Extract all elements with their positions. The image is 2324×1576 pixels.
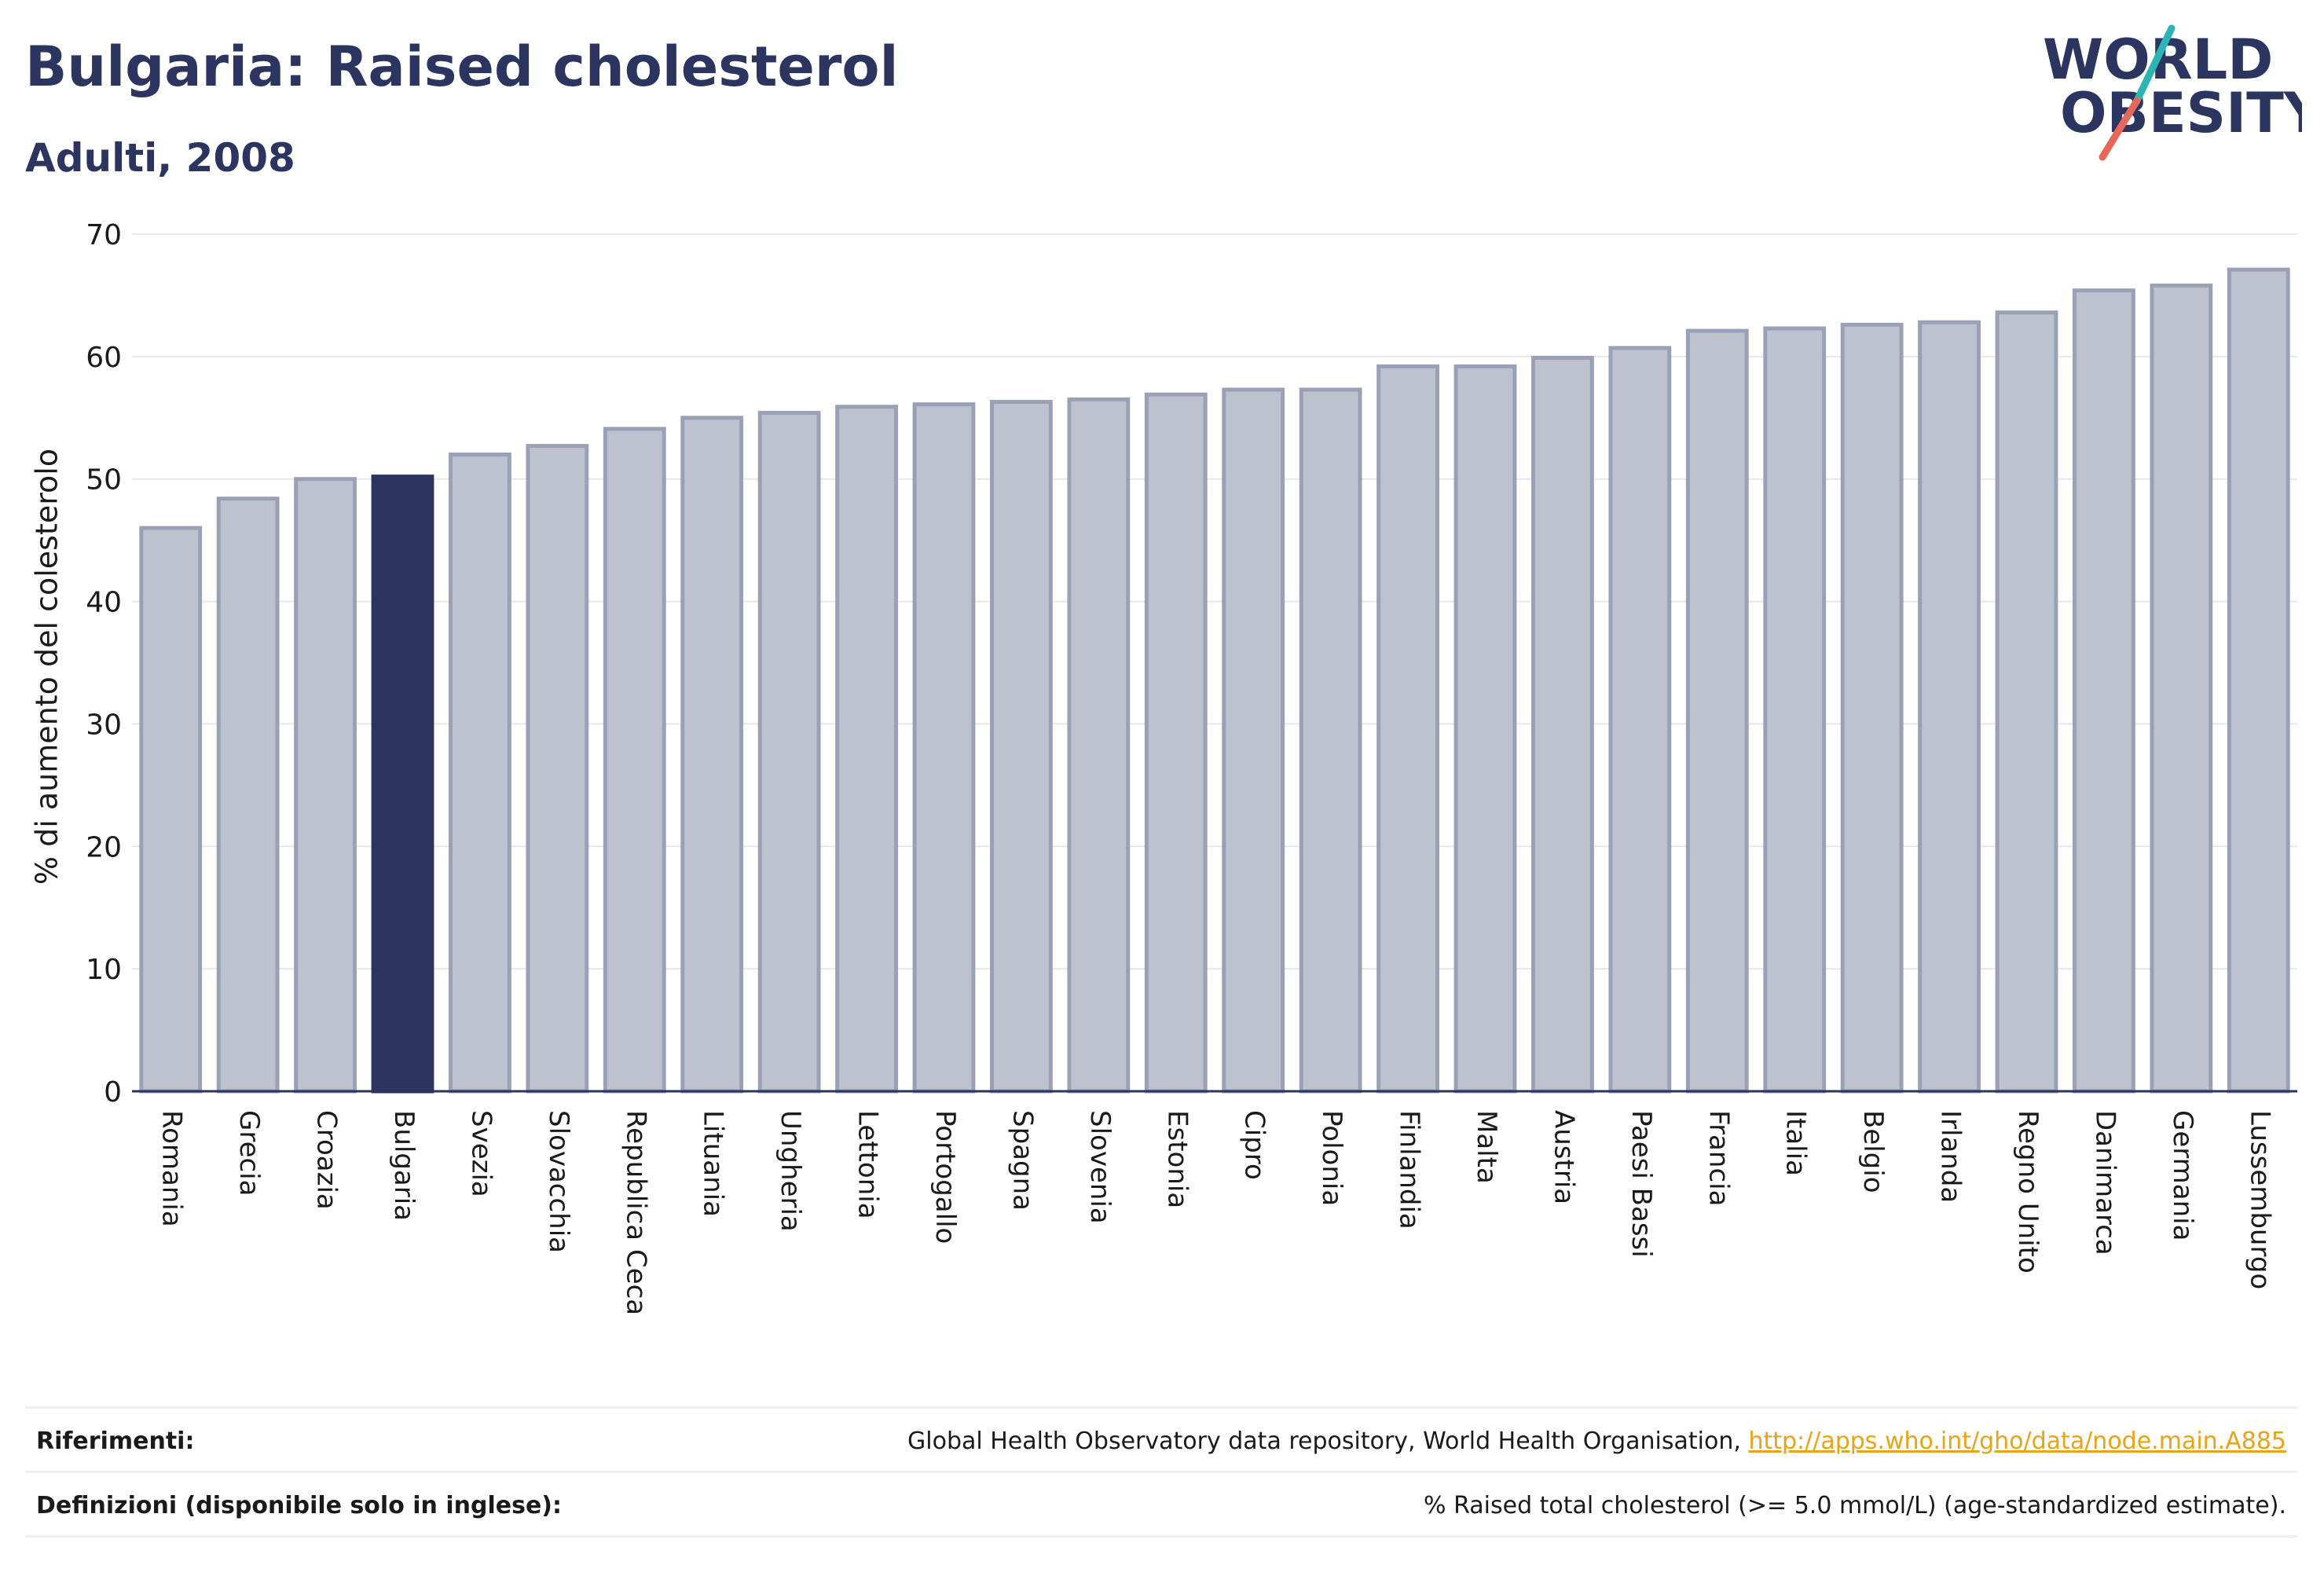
bar-grecia xyxy=(216,497,280,1094)
x-tick-label: Belgio xyxy=(1857,1110,1889,1193)
x-tick-label: Bulgaria xyxy=(388,1110,420,1221)
x-tick-label: Lettonia xyxy=(852,1110,884,1219)
bar-lettonia xyxy=(835,405,898,1094)
bar-finlandia xyxy=(1376,364,1439,1094)
x-tick-label: Spagna xyxy=(1006,1110,1038,1211)
x-tick-label: Lituania xyxy=(698,1110,729,1217)
bar-paesi-bassi xyxy=(1608,346,1672,1094)
bar-svezia xyxy=(449,453,511,1094)
bar-lituania xyxy=(680,416,744,1094)
definitions-label: Definizioni (disponibile solo in inglese… xyxy=(36,1491,562,1519)
x-tick-label: Danimarca xyxy=(2089,1110,2121,1255)
y-axis-label: % di aumento del colesterolo xyxy=(30,449,64,885)
bar-slovacchia xyxy=(526,444,589,1094)
bar-chart: 0 10 20 30 40 50 60 70 Romania Grecia Croazia Bulg… xyxy=(30,219,2297,1315)
y-tick-label: 50 xyxy=(86,464,122,497)
references-link[interactable]: http://apps.who.int/gho/data/node.main.A… xyxy=(1748,1427,2286,1455)
x-tick-label: Irlanda xyxy=(1935,1110,1967,1203)
bar-regno-unito xyxy=(1995,310,2058,1094)
bar-belgio xyxy=(1840,322,1904,1094)
x-tick-label: Slovacchia xyxy=(543,1110,574,1253)
y-tick-label: 30 xyxy=(86,709,122,741)
x-tick-label: Cipro xyxy=(1239,1110,1270,1180)
bar-bulgaria xyxy=(371,475,434,1094)
x-tick-label: Portogallo xyxy=(929,1110,961,1244)
chart-subtitle: Adulti, 2008 xyxy=(25,135,295,181)
bar-portogallo xyxy=(912,402,976,1094)
bar-croazia xyxy=(294,477,357,1094)
bar-austria xyxy=(1531,355,1594,1094)
x-tick-label: Austria xyxy=(1548,1110,1579,1204)
x-tick-label: Lussemburgo xyxy=(2244,1110,2275,1289)
x-tick-label: Ungheria xyxy=(775,1110,806,1232)
bar-republica-ceca xyxy=(603,427,666,1094)
logo-line-obesity: OBESITY xyxy=(2060,81,2302,145)
bar-ungheria xyxy=(757,411,821,1094)
definitions-value: % Raised total cholesterol (>= 5.0 mmol/… xyxy=(1424,1491,2286,1519)
logo-slash-teal xyxy=(2133,24,2176,104)
x-tick-label: Italia xyxy=(1780,1110,1812,1176)
chart-title: Bulgaria: Raised cholesterol xyxy=(25,35,899,99)
x-tick-label: Croazia xyxy=(311,1110,343,1210)
bar-cipro xyxy=(1222,387,1285,1094)
bar-romania xyxy=(139,526,203,1094)
bars xyxy=(139,267,2290,1094)
bar-polonia xyxy=(1299,387,1362,1094)
y-tick-label: 60 xyxy=(86,342,122,374)
bar-germania xyxy=(2150,283,2213,1094)
logo-slash-coral xyxy=(2099,97,2141,161)
bar-danimarca xyxy=(2073,288,2135,1094)
footer-references-row: Riferimenti: Global Health Observatory d… xyxy=(25,1406,2297,1473)
y-tick-label: 20 xyxy=(86,831,122,863)
bar-estonia xyxy=(1144,392,1208,1094)
x-tick-label: Francia xyxy=(1703,1110,1734,1206)
bar-spagna xyxy=(990,400,1053,1094)
y-tick-labels: 0 10 20 30 40 50 60 70 xyxy=(86,219,122,1109)
x-tick-label: Finlandia xyxy=(1394,1110,1425,1230)
x-tick-label: Paesi Bassi xyxy=(1626,1110,1657,1258)
bar-slovenia xyxy=(1067,397,1131,1094)
references-text: Global Health Observatory data repositor… xyxy=(907,1427,1749,1455)
x-tick-labels: Romania Grecia Croazia Bulgaria Svezia Slovac… xyxy=(156,1110,2276,1315)
y-tick-label: 70 xyxy=(86,219,122,251)
world-obesity-logo: WORLD OBESITY xyxy=(2043,24,2302,161)
y-tick-label: 10 xyxy=(86,954,122,986)
x-tick-label: Republica Ceca xyxy=(620,1110,651,1315)
bar-italia xyxy=(1763,326,1827,1094)
bar-francia xyxy=(1685,328,1749,1094)
y-tick-label: 0 xyxy=(104,1076,122,1109)
bar-lussemburgo xyxy=(2227,267,2290,1094)
x-tick-label: Malta xyxy=(1471,1110,1502,1184)
x-tick-label: Regno Unito xyxy=(2012,1110,2044,1274)
x-tick-label: Germania xyxy=(2167,1110,2198,1241)
x-tick-label: Romania xyxy=(156,1110,188,1227)
y-tick-label: 40 xyxy=(86,587,122,619)
x-tick-label: Polonia xyxy=(1316,1110,1347,1206)
footer-divider xyxy=(25,1535,2297,1538)
footer-definitions-row: Definizioni (disponibile solo in inglese… xyxy=(25,1471,2297,1538)
x-tick-label: Grecia xyxy=(233,1110,265,1196)
x-tick-label: Svezia xyxy=(465,1110,497,1197)
references-value: Global Health Observatory data repositor… xyxy=(907,1428,2297,1455)
bar-malta xyxy=(1453,364,1517,1094)
bar-irlanda xyxy=(1918,320,1981,1094)
references-label: Riferimenti: xyxy=(36,1427,195,1455)
x-tick-label: Slovenia xyxy=(1084,1110,1116,1224)
x-tick-label: Estonia xyxy=(1161,1110,1193,1208)
